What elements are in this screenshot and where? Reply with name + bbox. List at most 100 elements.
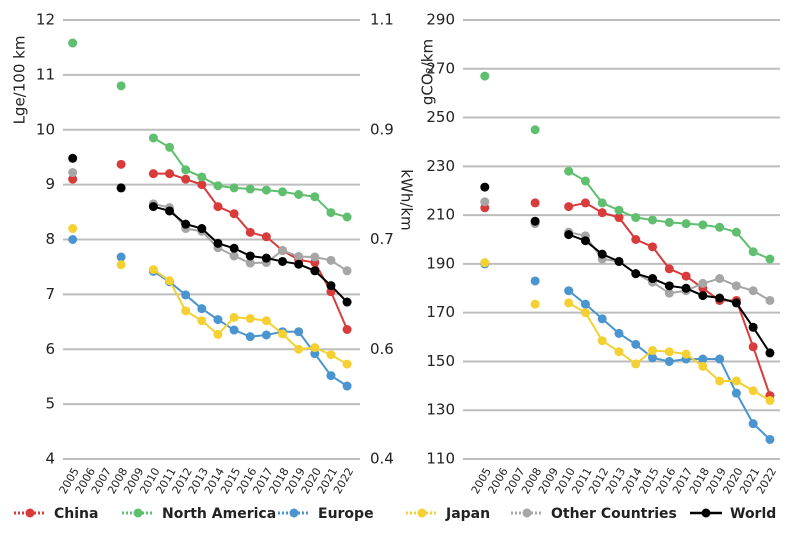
- y-tick-label: 130: [426, 401, 455, 419]
- y2-tick-label: 0.6: [370, 340, 394, 358]
- data-point: [261, 232, 271, 242]
- legend-label: World: [730, 506, 776, 522]
- data-point: [229, 183, 239, 193]
- data-point: [342, 212, 352, 222]
- data-point: [326, 281, 336, 291]
- data-point: [294, 190, 304, 200]
- data-point: [580, 236, 590, 246]
- data-point: [614, 328, 624, 338]
- data-point: [765, 395, 775, 405]
- data-point: [648, 274, 658, 284]
- data-point: [530, 276, 540, 286]
- data-point: [698, 220, 708, 230]
- data-point: [197, 304, 207, 314]
- y-tick-label: 230: [426, 157, 455, 175]
- data-point: [765, 254, 775, 264]
- data-point: [326, 208, 336, 218]
- data-point: [148, 202, 158, 212]
- y-tick-label: 11: [36, 65, 55, 83]
- data-point: [597, 198, 607, 208]
- data-point: [310, 192, 320, 202]
- data-point: [278, 256, 288, 266]
- data-point: [715, 354, 725, 364]
- data-point: [278, 245, 288, 255]
- legend-marker: [417, 508, 427, 518]
- data-point: [731, 298, 741, 308]
- y-tick-label: 150: [426, 352, 455, 370]
- data-point: [597, 336, 607, 346]
- data-point: [614, 205, 624, 215]
- data-point: [748, 286, 758, 296]
- data-point: [310, 252, 320, 262]
- data-point: [229, 312, 239, 322]
- data-point: [648, 242, 658, 252]
- y-tick-label: 270: [426, 59, 455, 77]
- legend-label: China: [54, 506, 98, 522]
- data-point: [530, 299, 540, 309]
- data-point: [765, 348, 775, 358]
- y2-tick-label: 0.4: [370, 450, 394, 468]
- y-tick-label: 250: [426, 108, 455, 126]
- data-point: [213, 181, 223, 191]
- data-point: [181, 219, 191, 229]
- data-point: [597, 249, 607, 259]
- legend-marker: [25, 508, 35, 518]
- data-point: [631, 339, 641, 349]
- data-point: [731, 388, 741, 398]
- data-point: [68, 153, 78, 163]
- data-point: [715, 222, 725, 232]
- data-point: [765, 295, 775, 305]
- data-point: [197, 172, 207, 182]
- data-point: [310, 266, 320, 276]
- data-point: [213, 202, 223, 212]
- data-point: [715, 376, 725, 386]
- data-point: [564, 202, 574, 212]
- data-point: [715, 274, 725, 284]
- data-point: [165, 169, 175, 179]
- data-point: [294, 252, 304, 262]
- data-point: [664, 356, 674, 366]
- data-point: [664, 264, 674, 274]
- data-point: [698, 354, 708, 364]
- legend-marker: [133, 508, 143, 518]
- legend-label: Japan: [445, 506, 490, 522]
- data-point: [765, 434, 775, 444]
- data-point: [181, 306, 191, 316]
- data-point: [731, 281, 741, 291]
- data-point: [245, 251, 255, 261]
- data-point: [698, 291, 708, 301]
- y2-tick-label: 1.1: [370, 11, 394, 29]
- y-tick-label: 10: [36, 120, 55, 138]
- data-point: [197, 180, 207, 190]
- data-point: [229, 209, 239, 219]
- data-point: [342, 297, 352, 307]
- data-point: [631, 269, 641, 279]
- y-tick-label: 5: [45, 395, 55, 413]
- data-point: [229, 251, 239, 261]
- y-tick-label: 4: [45, 450, 55, 468]
- data-point: [664, 288, 674, 298]
- data-point: [245, 227, 255, 237]
- series-line: [152, 270, 348, 387]
- data-point: [68, 235, 78, 244]
- data-point: [342, 359, 352, 369]
- data-point: [278, 187, 288, 197]
- data-point: [116, 183, 126, 193]
- data-point: [648, 215, 658, 225]
- y-tick-label: 7: [45, 285, 55, 303]
- data-point: [631, 235, 641, 244]
- data-point: [748, 247, 758, 257]
- y2-tick-label: 0.7: [370, 230, 394, 248]
- data-point: [261, 253, 271, 263]
- legend-marker: [701, 508, 711, 518]
- y-tick-label: 12: [36, 11, 55, 29]
- y-axis-label: gCO₂/km: [419, 39, 437, 105]
- data-point: [326, 371, 336, 381]
- data-point: [229, 325, 239, 335]
- data-point: [261, 185, 271, 195]
- data-point: [197, 316, 207, 326]
- data-point: [681, 283, 691, 293]
- data-point: [748, 419, 758, 429]
- data-point: [614, 213, 624, 223]
